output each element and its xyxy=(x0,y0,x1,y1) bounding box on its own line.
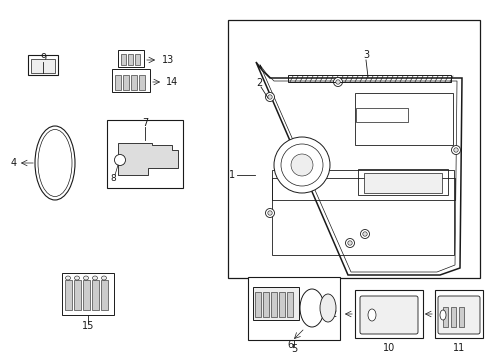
Bar xyxy=(107,120,183,188)
Bar xyxy=(442,307,447,327)
Ellipse shape xyxy=(319,294,335,322)
Bar xyxy=(279,292,285,317)
Ellipse shape xyxy=(83,276,88,280)
Bar xyxy=(271,178,454,200)
Circle shape xyxy=(450,145,460,154)
Bar xyxy=(271,170,453,255)
Bar xyxy=(354,93,452,145)
Bar xyxy=(263,292,268,317)
Bar xyxy=(123,75,129,90)
Text: 6: 6 xyxy=(286,340,292,350)
FancyBboxPatch shape xyxy=(437,296,479,334)
Bar xyxy=(434,290,482,338)
Bar xyxy=(101,280,108,310)
Circle shape xyxy=(281,144,323,186)
Bar xyxy=(131,75,137,90)
Circle shape xyxy=(267,211,272,215)
Text: 4: 4 xyxy=(11,158,17,168)
Circle shape xyxy=(453,148,457,152)
Bar xyxy=(83,280,90,310)
Text: 8: 8 xyxy=(110,174,116,183)
Text: 14: 14 xyxy=(165,77,178,87)
Bar xyxy=(287,75,450,82)
Circle shape xyxy=(267,95,272,99)
Ellipse shape xyxy=(367,309,375,321)
Circle shape xyxy=(273,137,329,193)
Circle shape xyxy=(347,241,351,245)
Bar xyxy=(74,280,81,310)
Polygon shape xyxy=(118,143,178,175)
Bar xyxy=(139,75,145,90)
Circle shape xyxy=(114,154,125,166)
Ellipse shape xyxy=(439,310,445,320)
Ellipse shape xyxy=(65,276,70,280)
Bar xyxy=(252,287,298,320)
Bar xyxy=(357,169,447,195)
Bar xyxy=(254,292,261,317)
Bar xyxy=(92,280,99,310)
Ellipse shape xyxy=(38,130,72,197)
Text: 12: 12 xyxy=(325,309,337,319)
Text: 3: 3 xyxy=(362,50,368,60)
Ellipse shape xyxy=(35,126,75,200)
Bar xyxy=(118,50,143,67)
Ellipse shape xyxy=(299,289,324,327)
Text: 12: 12 xyxy=(405,309,417,319)
Circle shape xyxy=(265,93,274,102)
Circle shape xyxy=(360,230,369,239)
Bar xyxy=(28,55,58,75)
Bar xyxy=(135,54,140,65)
Ellipse shape xyxy=(92,276,97,280)
Text: 9: 9 xyxy=(40,53,46,63)
Text: 15: 15 xyxy=(81,321,94,331)
Text: 7: 7 xyxy=(142,118,148,128)
Text: 2: 2 xyxy=(255,78,262,88)
Circle shape xyxy=(290,154,312,176)
Circle shape xyxy=(333,77,342,86)
Ellipse shape xyxy=(102,276,106,280)
Circle shape xyxy=(345,239,354,248)
Bar xyxy=(458,307,463,327)
Bar xyxy=(247,277,339,340)
Bar xyxy=(363,173,441,193)
Bar xyxy=(62,273,114,315)
Bar xyxy=(354,290,422,338)
Bar xyxy=(128,54,133,65)
FancyBboxPatch shape xyxy=(359,296,417,334)
Bar xyxy=(121,54,126,65)
Text: 10: 10 xyxy=(382,343,394,353)
Bar xyxy=(65,280,72,310)
Bar xyxy=(31,59,55,73)
Circle shape xyxy=(265,208,274,217)
Bar xyxy=(227,20,479,278)
Bar xyxy=(450,307,455,327)
Ellipse shape xyxy=(74,276,80,280)
Bar xyxy=(286,292,292,317)
Circle shape xyxy=(362,232,366,236)
Bar xyxy=(270,292,276,317)
Bar xyxy=(112,69,150,92)
Text: 1: 1 xyxy=(228,170,235,180)
Text: 5: 5 xyxy=(290,344,297,354)
Text: 11: 11 xyxy=(452,343,464,353)
Bar xyxy=(355,108,407,122)
Text: 13: 13 xyxy=(162,55,174,65)
Polygon shape xyxy=(256,62,461,275)
Circle shape xyxy=(335,80,340,84)
Bar xyxy=(115,75,121,90)
